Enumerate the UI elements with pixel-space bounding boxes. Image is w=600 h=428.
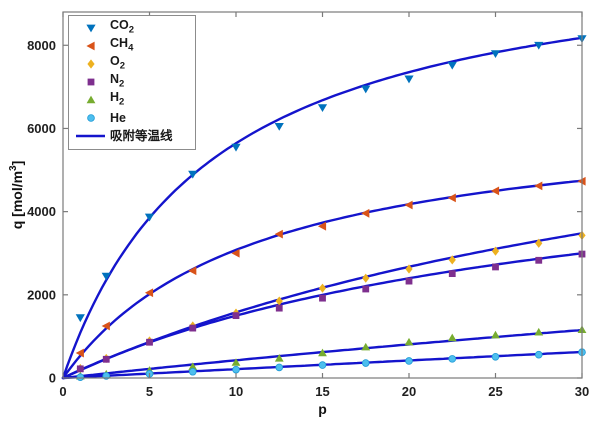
y-axis-label: q [mol/m3] <box>8 161 25 230</box>
x-tick-label: 10 <box>229 384 243 399</box>
legend-item-co2: CO2 <box>75 18 189 37</box>
axes-ticks-layer <box>62 12 583 379</box>
x-axis-label: p <box>318 401 327 417</box>
o2-marker-icon <box>87 59 95 69</box>
ch4-marker-icon <box>86 41 95 51</box>
fit-curve-n2 <box>61 252 584 380</box>
x-tick-label: 5 <box>146 384 153 399</box>
legend-item-n2: N2 <box>75 72 189 91</box>
x-tick-label: 30 <box>575 384 589 399</box>
legend-label-co2: CO2 <box>110 18 135 36</box>
data-markers-layer <box>75 35 587 381</box>
n2-marker-icon <box>87 78 95 86</box>
y-tick-label: 6000 <box>27 121 56 136</box>
h2-marker-icon <box>86 95 96 104</box>
legend-label-h2: H2 <box>110 90 125 108</box>
legend-label-he: He <box>110 111 126 125</box>
y-tick-label: 4000 <box>27 204 56 219</box>
isotherm-line-icon <box>76 134 105 138</box>
data-markers-he <box>76 348 586 381</box>
y-tick-label: 8000 <box>27 38 56 53</box>
legend-label-n2: N2 <box>110 72 125 90</box>
y-tick-label: 0 <box>49 371 56 386</box>
data-markers-n2 <box>76 250 586 373</box>
x-tick-label: 20 <box>402 384 416 399</box>
x-tick-label: 0 <box>59 384 66 399</box>
x-tick-label: 25 <box>488 384 502 399</box>
data-markers-ch4 <box>75 176 586 358</box>
y-tick-label: 2000 <box>27 287 56 302</box>
he-marker-icon <box>87 114 95 122</box>
legend-box: CO2 CH4 O2 N2 H2 He 吸附等温线 <box>68 15 196 150</box>
legend-item-ch4: CH4 <box>75 36 189 55</box>
legend-item-h2: H2 <box>75 90 189 109</box>
legend-label-ch4: CH4 <box>110 36 134 54</box>
legend-label-o2: O2 <box>110 54 126 72</box>
fit-curve-ch4 <box>61 179 584 380</box>
tick-labels-layer: 0 5 10 15 20 25 30 0 2000 4000 6000 8000 <box>27 38 589 399</box>
legend-item-o2: O2 <box>75 54 189 73</box>
legend-item-he: He <box>75 109 189 127</box>
legend-label-isotherm-line: 吸附等温线 <box>110 129 173 143</box>
legend-item-isotherm-line: 吸附等温线 <box>75 127 189 145</box>
x-tick-label: 15 <box>315 384 329 399</box>
co2-marker-icon <box>86 24 96 33</box>
